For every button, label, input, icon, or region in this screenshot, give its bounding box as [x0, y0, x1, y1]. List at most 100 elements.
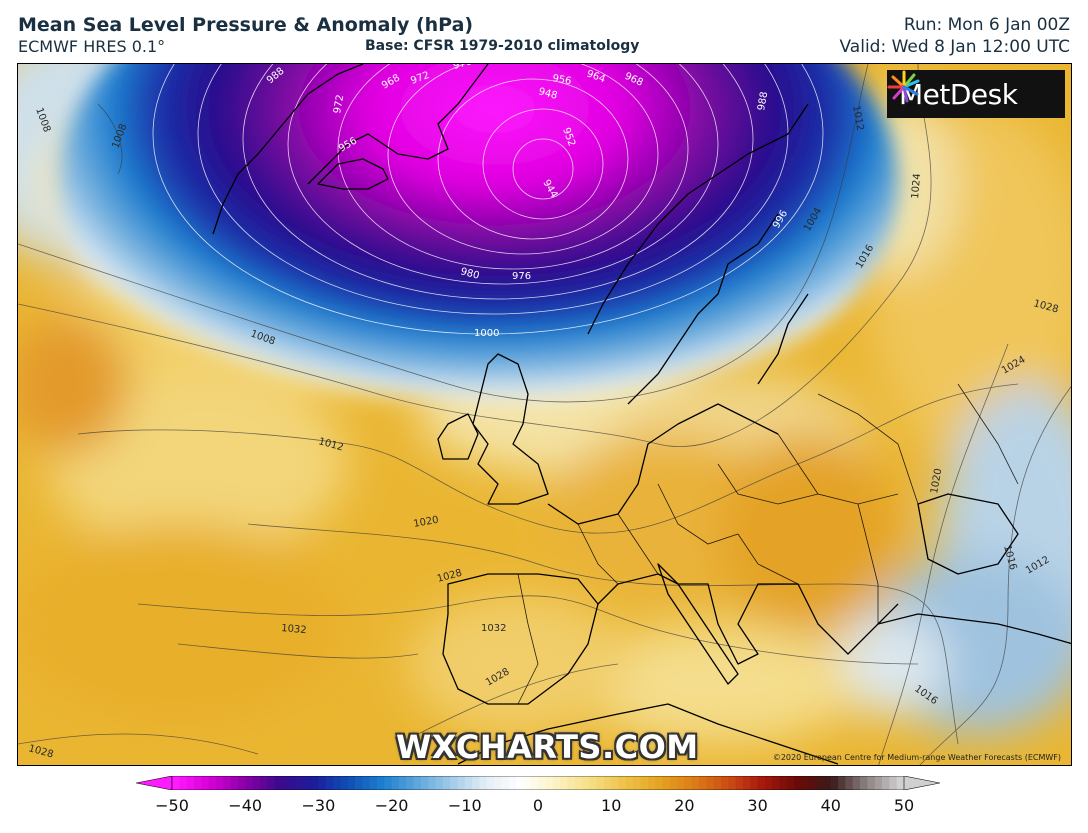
colorbar-cell	[355, 776, 363, 790]
black-sea-coast	[917, 493, 1019, 575]
colorbar-cell	[303, 776, 312, 790]
colorbar-cell	[457, 776, 466, 790]
colorbar-cell	[684, 776, 693, 790]
colorbar-tick-label: −40	[228, 796, 263, 815]
isobar-label: 956	[551, 73, 572, 87]
anomaly-colorbar	[136, 776, 940, 790]
colorbar-cell	[494, 776, 502, 790]
colorbar-cell	[516, 776, 524, 790]
colorbar-cell	[486, 776, 495, 790]
colorbar-cell	[311, 776, 319, 790]
colorbar-cell	[823, 776, 832, 790]
scandinavia-coast	[587, 103, 809, 405]
colorbar-cell	[245, 776, 254, 790]
isobar-label: 1012	[850, 105, 865, 132]
isobar-label: 1000	[474, 328, 499, 339]
colorbar-cell	[889, 776, 898, 790]
colorbar-frame	[171, 776, 905, 790]
isobar-label: 980	[459, 266, 480, 282]
colorbar-cell	[596, 776, 605, 790]
turkey-coast	[877, 613, 1071, 645]
colorbar-cell	[428, 776, 437, 790]
colorbar-cell	[830, 776, 839, 790]
colorbar-cell	[786, 776, 795, 790]
colorbar-cell	[376, 776, 385, 790]
colorbar-tick-label: 10	[601, 796, 622, 815]
colorbar-cell	[611, 776, 620, 790]
colorbar-cell	[201, 776, 210, 790]
pressure-anomaly-map: 1008 1008 988 972 968 972 976 956 964 968 948 952 94…	[17, 63, 1072, 766]
isobar-label: 976	[452, 64, 473, 72]
colorbar-cell	[186, 776, 195, 790]
colorbar-tick-label: −20	[374, 796, 409, 815]
colorbar-cell	[764, 776, 773, 790]
iceland-coast	[317, 158, 389, 190]
africa-coast	[457, 703, 839, 765]
colorbar-cell	[479, 776, 488, 790]
colorbar-cell	[384, 776, 393, 790]
colorbar-cell	[420, 776, 429, 790]
isobar-label: 972	[332, 94, 346, 115]
colorbar-cell	[882, 776, 890, 790]
colorbar-cell	[325, 776, 334, 790]
colorbar-cell	[662, 776, 671, 790]
colorbar-cell	[318, 776, 327, 790]
colorbar-cell	[215, 776, 224, 790]
colorbar-cell	[267, 776, 276, 790]
colorbar-cell	[838, 776, 847, 790]
colorbar-cell	[172, 776, 180, 790]
wxcharts-watermark: WXCHARTS.COM	[396, 728, 699, 766]
colorbar-cell	[640, 776, 649, 790]
colorbar-cell	[589, 776, 598, 790]
isobar-label: 948	[537, 86, 558, 102]
iberia-coast	[442, 573, 599, 705]
colorbar-min-extend	[136, 776, 173, 790]
greenland-coast	[212, 64, 489, 235]
colorbar-tick-label: −30	[301, 796, 336, 815]
colorbar-cell	[647, 776, 656, 790]
colorbar-cell	[333, 776, 341, 790]
colorbar-cell	[442, 776, 451, 790]
colorbar-tick-label: 30	[747, 796, 768, 815]
colorbar-cell	[559, 776, 568, 790]
colorbar-max-extend	[903, 776, 940, 790]
model-label: ECMWF HRES 0.1°	[18, 37, 166, 56]
colorbar-cell	[508, 776, 517, 790]
colorbar-cell	[779, 776, 788, 790]
metdesk-logo-text: MetDesk	[899, 77, 1018, 111]
colorbar-cell	[713, 776, 722, 790]
colorbar-cell	[289, 776, 298, 790]
colorbar-cell	[450, 776, 459, 790]
colorbar-cell	[179, 776, 188, 790]
colorbar-cell	[530, 776, 539, 790]
isobar-label: 1032	[481, 623, 506, 634]
colorbar-cell	[501, 776, 510, 790]
colorbar-cell	[896, 776, 905, 790]
colorbar-cell	[706, 776, 715, 790]
colorbar-cell	[369, 776, 378, 790]
colorbar-cell	[538, 776, 546, 790]
colorbar-cell	[867, 776, 876, 790]
colorbar-cell	[618, 776, 627, 790]
colorbar-cell	[625, 776, 634, 790]
colorbar-cell	[523, 776, 532, 790]
colorbar-cell	[794, 776, 803, 790]
colorbar-cell	[742, 776, 751, 790]
colorbar-cell	[340, 776, 349, 790]
colorbar-tick-label: −10	[447, 796, 482, 815]
colorbar-cell	[860, 776, 868, 790]
colorbar-cell	[808, 776, 817, 790]
british-isles-coast	[437, 353, 549, 505]
isobar-label: 976	[512, 271, 531, 282]
colorbar-cell	[581, 776, 590, 790]
colorbar-cell	[362, 776, 371, 790]
colorbar-cell	[655, 776, 664, 790]
isobar-label: 1024	[910, 173, 923, 199]
colorbar-cells	[136, 776, 940, 790]
colorbar-cell	[259, 776, 268, 790]
run-time-label: Run: Mon 6 Jan 00Z	[903, 15, 1070, 35]
colorbar-cell	[347, 776, 356, 790]
colorbar-cell	[874, 776, 883, 790]
coastlines	[212, 64, 1071, 765]
colorbar-cell	[545, 776, 554, 790]
